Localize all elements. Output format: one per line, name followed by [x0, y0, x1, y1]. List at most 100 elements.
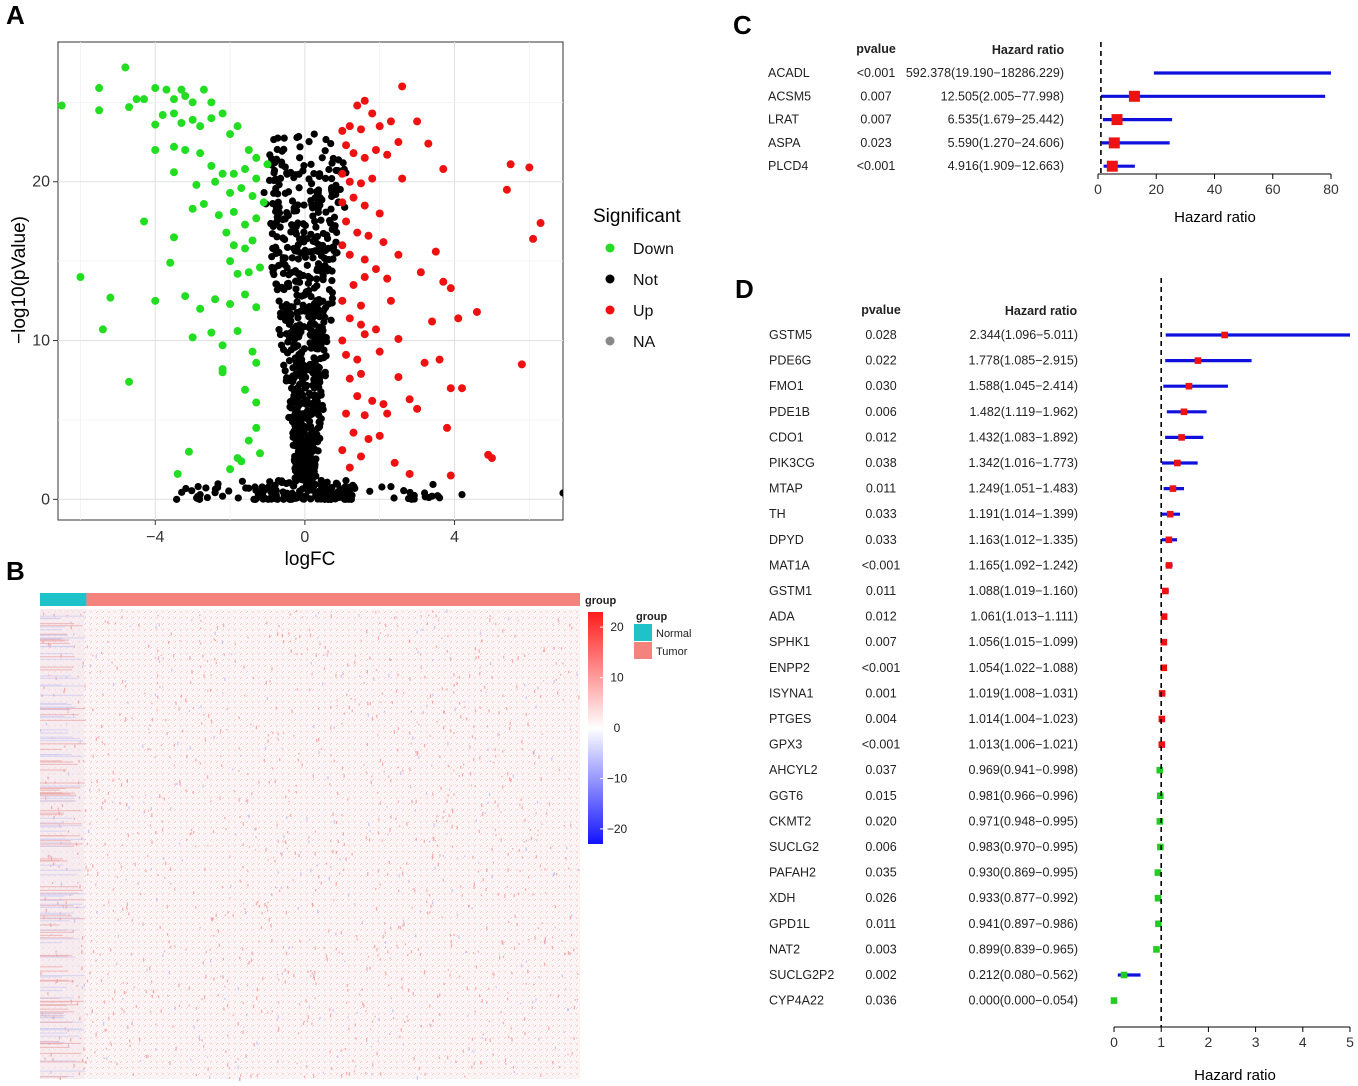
heatmap-cell	[443, 810, 445, 814]
heatmap-cell	[156, 682, 159, 684]
heatmap-cell	[493, 972, 495, 977]
volcano-point-not	[278, 477, 286, 485]
heatmap-cell	[73, 817, 76, 820]
volcano-point-not	[260, 188, 268, 197]
heatmap-cell	[240, 754, 242, 757]
heatmap-cell	[126, 803, 128, 807]
heatmap-cell	[350, 698, 352, 700]
heatmap-cell	[507, 920, 510, 924]
heatmap-cell	[222, 692, 224, 694]
heatmap-cell	[473, 1062, 475, 1066]
heatmap-cell	[322, 1071, 324, 1074]
heatmap-cell	[397, 727, 399, 731]
heatmap-cell	[488, 987, 490, 990]
heatmap-cell	[67, 1029, 70, 1032]
volcano-point-not	[319, 276, 327, 284]
heatmap-cell	[369, 830, 371, 833]
heatmap-cell	[137, 832, 139, 835]
heatmap-cell	[59, 1076, 61, 1081]
heatmap-normal-row	[40, 1011, 74, 1013]
forest-hr-marker	[1160, 664, 1168, 672]
heatmap-cell	[370, 1046, 373, 1048]
heatmap-normal-row	[40, 738, 80, 740]
heatmap-cell	[571, 1052, 573, 1055]
heatmap-cell	[319, 642, 321, 646]
heatmap-cell	[492, 861, 495, 864]
heatmap-cell	[485, 691, 487, 693]
forest-pvalue: 0.003	[865, 942, 896, 956]
heatmap-cell	[432, 1019, 434, 1023]
heatmap-cell	[478, 649, 480, 653]
volcano-point-not	[274, 190, 282, 198]
heatmap-cell	[419, 910, 421, 913]
heatmap-cell	[116, 876, 118, 878]
volcano-point-down	[162, 85, 171, 94]
forest-pvalue: 0.033	[865, 507, 896, 521]
heatmap-cell	[129, 1044, 131, 1048]
heatmap-cell	[111, 661, 113, 664]
heatmap-normal-row	[40, 623, 75, 625]
heatmap-cell	[521, 805, 523, 810]
heatmap-cell	[332, 812, 334, 817]
heatmap-cell	[255, 836, 257, 839]
heatmap-cell	[518, 892, 520, 896]
heatmap-cell	[419, 653, 422, 656]
heatmap-cell	[243, 694, 246, 697]
heatmap-normal-row	[40, 685, 84, 687]
heatmap-cell	[395, 817, 397, 820]
heatmap-normal-row	[40, 986, 67, 988]
volcano-point-down	[95, 106, 104, 115]
heatmap-cell	[333, 899, 335, 901]
heatmap-cell	[121, 609, 123, 611]
heatmap-cell	[165, 719, 167, 722]
heatmap-cell	[224, 677, 226, 681]
heatmap-cell	[202, 654, 204, 658]
heatmap-cell	[247, 636, 249, 639]
heatmap-cell	[149, 748, 151, 751]
volcano-point-not	[286, 398, 294, 406]
heatmap-cell	[521, 739, 523, 744]
heatmap-cell	[154, 756, 156, 759]
heatmap-cell	[437, 862, 439, 867]
heatmap-cell	[193, 707, 195, 709]
heatmap-cell	[297, 758, 299, 762]
forest-x-tick-label: 80	[1323, 181, 1339, 197]
volcano-x-tick-label: −4	[146, 529, 164, 546]
heatmap-cell	[509, 726, 511, 731]
heatmap-normal-row	[40, 1014, 66, 1016]
volcano-point-not	[294, 392, 302, 400]
heatmap-cell	[336, 699, 338, 701]
heatmap-cell	[315, 615, 317, 618]
volcano-point-not	[270, 159, 279, 167]
forest-pvalue: 0.011	[866, 917, 896, 931]
heatmap-cell	[210, 959, 212, 963]
heatmap-normal-row	[40, 823, 82, 825]
heatmap-cell	[358, 613, 360, 617]
heatmap-cell	[333, 726, 335, 729]
heatmap-cell	[422, 711, 424, 715]
heatmap-cell	[432, 659, 434, 662]
heatmap-normal-row	[40, 860, 60, 862]
heatmap-cell	[209, 949, 211, 951]
volcano-point-not	[318, 324, 326, 333]
heatmap-cell	[378, 818, 380, 821]
heatmap-cell	[543, 647, 545, 649]
heatmap-cell	[318, 751, 320, 755]
volcano-point-up	[390, 458, 399, 467]
heatmap-cell	[541, 733, 543, 735]
annotation-side-label: group	[585, 595, 616, 607]
heatmap-cell	[497, 635, 499, 637]
heatmap-cell	[449, 657, 452, 661]
heatmap-cell	[438, 619, 440, 622]
forest-hr-text: 1.013(1.006−1.021)	[969, 738, 1078, 752]
volcano-point-not	[293, 298, 301, 306]
volcano-point-not	[325, 286, 334, 294]
heatmap-cell	[162, 686, 164, 688]
heatmap-cell	[487, 748, 489, 752]
heatmap-cell	[256, 1074, 258, 1078]
heatmap-cell	[554, 905, 556, 908]
heatmap-cell	[129, 625, 132, 628]
heatmap-normal-row	[40, 1017, 65, 1019]
heatmap-cell	[206, 775, 209, 779]
heatmap-cell	[169, 756, 171, 759]
